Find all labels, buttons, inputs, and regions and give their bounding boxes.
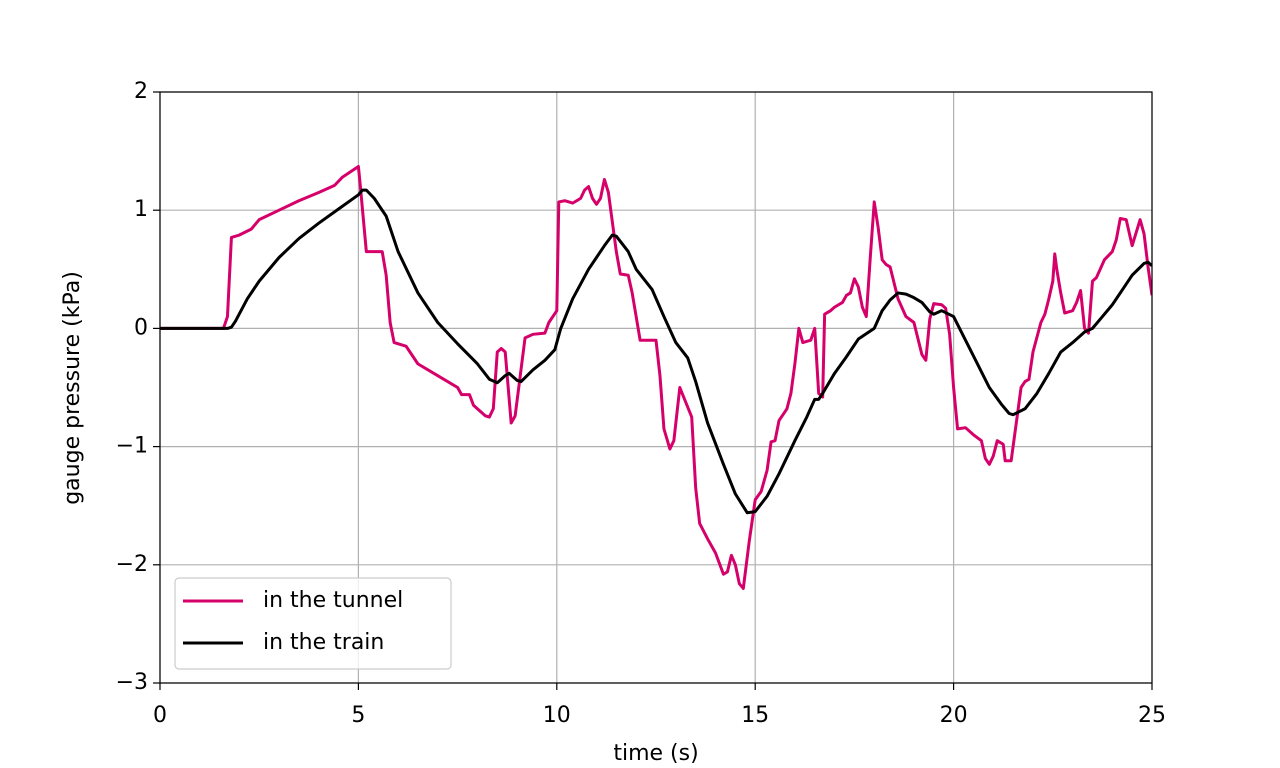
legend-box	[174, 577, 452, 670]
data-line	[160, 164, 1152, 590]
x-tick-label: 10	[543, 703, 571, 728]
y-tick-label: −2	[116, 552, 148, 577]
legend-label: in the train	[263, 630, 384, 655]
legend-label: in the tunnel	[263, 588, 403, 613]
x-tick-label: 15	[741, 703, 769, 728]
x-tick-label: 0	[153, 703, 167, 728]
y-tick-label: 2	[134, 79, 148, 104]
y-tick-label: −1	[116, 434, 148, 459]
y-axis-label: gauge pressure (kPa)	[60, 271, 85, 505]
x-tick-label: 5	[351, 703, 365, 728]
y-tick-label: −3	[116, 670, 148, 695]
y-tick-label: 1	[134, 197, 148, 222]
plot-frame	[159, 91, 1153, 684]
x-tick-label: 20	[940, 703, 968, 728]
data-line	[160, 188, 1152, 515]
y-tick-label: 0	[134, 315, 148, 340]
x-tick-label: 25	[1138, 703, 1166, 728]
x-axis-label: time (s)	[613, 741, 698, 766]
